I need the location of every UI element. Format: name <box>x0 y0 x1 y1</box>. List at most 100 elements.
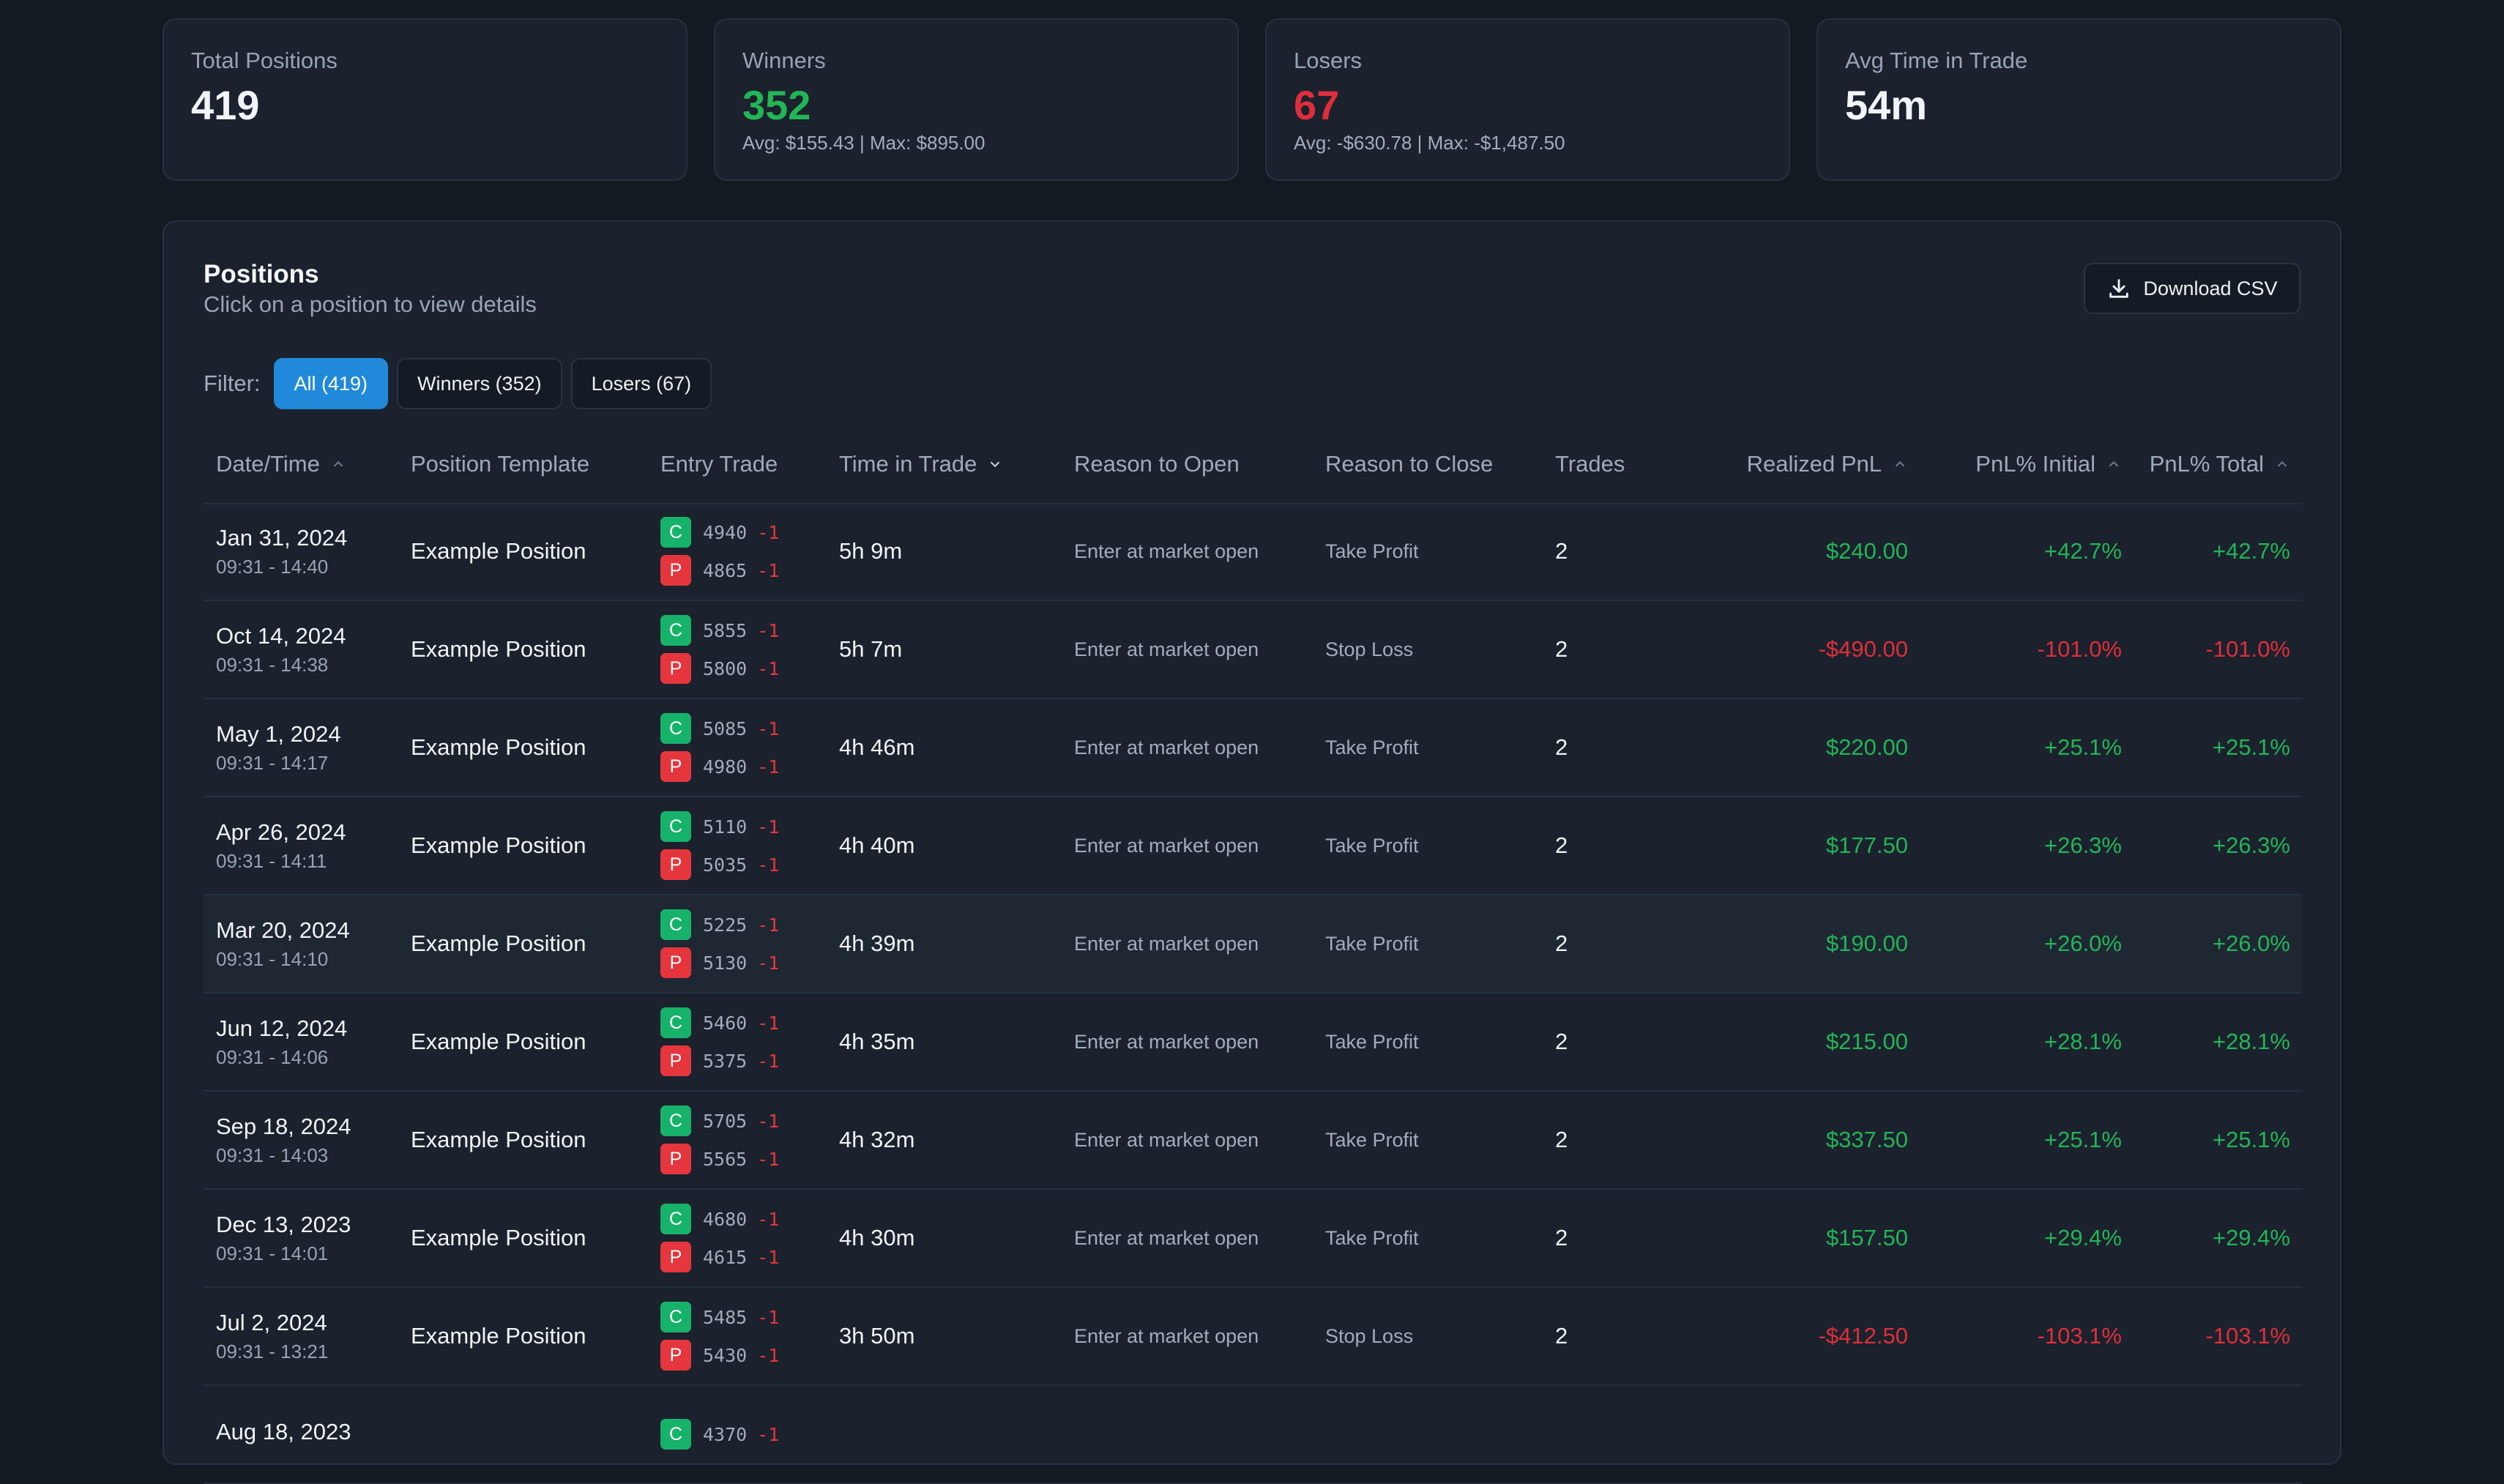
col-time-in-trade[interactable]: Time in Trade <box>839 425 1003 503</box>
avg-time-card: Avg Time in Trade 54m <box>1816 18 2341 181</box>
datetime-cell: May 1, 2024 09:31 - 14:17 <box>216 699 341 796</box>
call-badge: C <box>660 909 691 940</box>
realized-pnl-cell: $240.00 <box>1668 503 1908 600</box>
put-badge: P <box>660 653 691 684</box>
leg-qty: -1 <box>757 1246 780 1268</box>
table-row[interactable]: Jan 31, 2024 09:31 - 14:40 Example Posit… <box>204 503 2302 601</box>
table-row[interactable]: Dec 13, 2023 09:31 - 14:01 Example Posit… <box>204 1190 2302 1288</box>
entry-cell: C 5085 -1 P 4980 -1 <box>660 699 779 796</box>
col-reason-open[interactable]: Reason to Open <box>1074 425 1240 503</box>
table-row[interactable]: Sep 18, 2024 09:31 - 14:03 Example Posit… <box>204 1092 2302 1190</box>
row-time-in-trade: 4h 40m <box>839 832 915 858</box>
row-trades: 2 <box>1555 1225 1568 1250</box>
entry-leg: P 4980 -1 <box>660 751 779 782</box>
row-pnl-total: +28.1% <box>2212 1029 2290 1054</box>
row-trades: 2 <box>1555 931 1568 956</box>
trades-cell: 2 <box>1555 1092 1568 1188</box>
call-badge: C <box>660 713 691 744</box>
entry-cell: C 4680 -1 P 4615 -1 <box>660 1190 779 1286</box>
template-cell: Example Position <box>411 895 586 992</box>
entry-leg: C 5485 -1 <box>660 1302 779 1332</box>
losers-card: Losers 67 Avg: -$630.78 | Max: -$1,487.5… <box>1265 18 1790 181</box>
pnl-total-cell: -101.0% <box>2122 601 2290 698</box>
card-subtext: Avg: -$630.78 | Max: -$1,487.50 <box>1294 132 1565 154</box>
pnl-initial-cell: +26.0% <box>1917 895 2122 992</box>
leg-strike: 5035 <box>703 854 748 876</box>
call-badge: C <box>660 811 691 842</box>
leg-qty: -1 <box>757 657 780 679</box>
reason-open-cell: Enter at market open <box>1074 699 1259 796</box>
leg-qty: -1 <box>757 816 780 838</box>
filter-losers-button[interactable]: Losers (67) <box>570 358 712 409</box>
reason-open-cell: Enter at market open <box>1074 601 1259 698</box>
time-in-trade-cell: 4h 32m <box>839 1092 914 1188</box>
col-pnl-initial[interactable]: PnL% Initial <box>1917 425 2122 503</box>
filter-winners-button[interactable]: Winners (352) <box>397 358 562 409</box>
table-row[interactable]: May 1, 2024 09:31 - 14:17 Example Positi… <box>204 699 2302 797</box>
row-pnl-initial: +42.7% <box>2043 538 2122 564</box>
row-trades: 2 <box>1555 832 1568 858</box>
entry-cell: C 5705 -1 P 5565 -1 <box>660 1092 779 1188</box>
table-row[interactable]: Jul 2, 2024 09:31 - 13:21 Example Positi… <box>204 1288 2302 1386</box>
template-cell: Example Position <box>411 797 586 894</box>
col-entry[interactable]: Entry Trade <box>660 425 778 503</box>
col-trades[interactable]: Trades <box>1555 425 1625 503</box>
leg-strike: 5565 <box>703 1148 748 1170</box>
reason-close-cell: Stop Loss <box>1325 1288 1413 1384</box>
panel-title: Positions <box>204 260 319 288</box>
reason-open-cell: Enter at market open <box>1074 1288 1259 1384</box>
entry-leg: C 5855 -1 <box>660 615 779 646</box>
card-label: Winners <box>742 48 826 73</box>
table-header: Date/Time Position Template Entry Trade … <box>204 425 2302 504</box>
row-pnl-total: +25.1% <box>2212 1127 2290 1152</box>
sort-asc-icon <box>2277 461 2287 467</box>
col-realized-pnl[interactable]: Realized PnL <box>1668 425 1908 503</box>
card-label: Losers <box>1294 48 1363 73</box>
entry-cell: C 5855 -1 P 5800 -1 <box>660 601 779 698</box>
table-row[interactable]: Apr 26, 2024 09:31 - 14:11 Example Posit… <box>204 797 2302 895</box>
row-trades: 2 <box>1555 636 1568 662</box>
datetime-cell: Aug 18, 2023 <box>216 1386 351 1483</box>
col-datetime[interactable]: Date/Time <box>216 425 346 503</box>
filter-all-button[interactable]: All (419) <box>273 358 389 409</box>
pnl-initial-cell: -103.1% <box>1917 1288 2122 1384</box>
table-row[interactable]: Aug 18, 2023 C 4370 -1 <box>204 1386 2302 1484</box>
time-in-trade-cell: 4h 39m <box>839 895 914 992</box>
row-realized-pnl: $157.50 <box>1825 1225 1908 1250</box>
filter-label: Filter: <box>204 370 261 396</box>
row-date: Jan 31, 2024 <box>216 524 348 551</box>
datetime-cell: Sep 18, 2024 09:31 - 14:03 <box>216 1092 351 1188</box>
datetime-cell: Jun 12, 2024 09:31 - 14:06 <box>216 993 347 1090</box>
download-csv-button[interactable]: Download CSV <box>2084 263 2300 314</box>
leg-strike: 5430 <box>703 1344 748 1366</box>
card-value: 67 <box>1294 82 1340 128</box>
entry-leg: C 5110 -1 <box>660 811 779 842</box>
entry-leg: P 5430 -1 <box>660 1340 779 1371</box>
col-pnl-total[interactable]: PnL% Total <box>2122 425 2290 503</box>
pnl-total-cell: +26.3% <box>2122 797 2290 894</box>
row-time-in-trade: 5h 7m <box>839 636 903 662</box>
col-template[interactable]: Position Template <box>411 425 589 503</box>
entry-leg: C 5085 -1 <box>660 713 779 744</box>
table-row[interactable]: Mar 20, 2024 09:31 - 14:10 Example Posit… <box>204 895 2302 993</box>
col-reason-close[interactable]: Reason to Close <box>1325 425 1493 503</box>
call-badge: C <box>660 1204 691 1234</box>
leg-strike: 4615 <box>703 1246 748 1268</box>
row-time-range: 09:31 - 14:10 <box>216 947 329 970</box>
table-row[interactable]: Oct 14, 2024 09:31 - 14:38 Example Posit… <box>204 601 2302 699</box>
leg-strike: 5085 <box>703 717 748 739</box>
realized-pnl-cell: $157.50 <box>1668 1190 1908 1286</box>
reason-open-cell: Enter at market open <box>1074 1190 1259 1286</box>
row-realized-pnl: $190.00 <box>1825 931 1908 956</box>
reason-open-cell: Enter at market open <box>1074 797 1259 894</box>
row-pnl-initial: +28.1% <box>2043 1029 2122 1054</box>
col-template-label: Position Template <box>411 450 590 477</box>
table-row[interactable]: Jun 12, 2024 09:31 - 14:06 Example Posit… <box>204 993 2302 1092</box>
row-date: Mar 20, 2024 <box>216 917 350 943</box>
row-trades: 2 <box>1555 1127 1568 1152</box>
leg-strike: 5225 <box>703 914 748 936</box>
row-realized-pnl: $177.50 <box>1825 832 1908 858</box>
reason-close-cell: Take Profit <box>1325 1092 1419 1188</box>
put-badge: P <box>660 1045 691 1076</box>
pnl-initial-cell: +26.3% <box>1917 797 2122 894</box>
